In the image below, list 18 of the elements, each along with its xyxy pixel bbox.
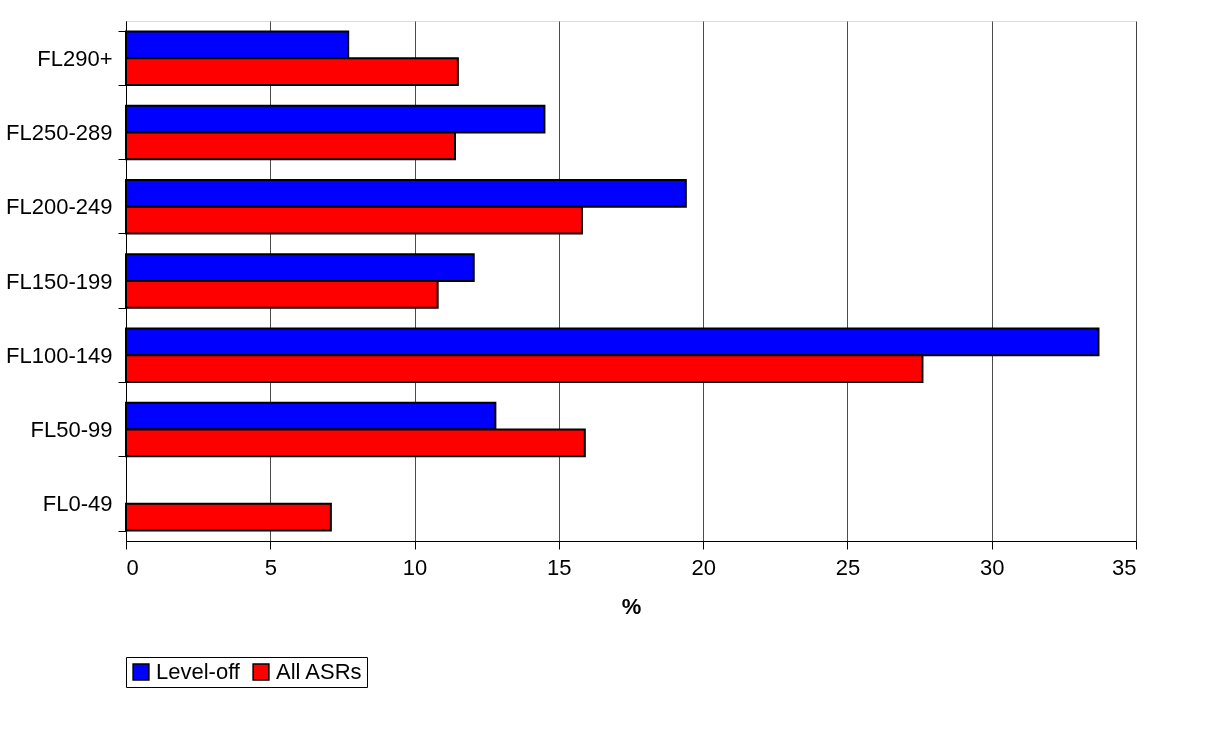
x-tick-label: 25 bbox=[835, 554, 861, 580]
y-tick-label: FL100-149 bbox=[6, 342, 113, 368]
x-tick-label: 35 bbox=[1112, 554, 1137, 580]
x-axis-title: % bbox=[621, 593, 642, 619]
y-tick-label: FL250-289 bbox=[6, 119, 113, 145]
y-tick-label: FL150-199 bbox=[6, 268, 113, 294]
legend-label: All ASRs bbox=[276, 659, 362, 684]
y-tick-label: FL0-49 bbox=[42, 491, 113, 517]
x-tick-label: 30 bbox=[979, 554, 1005, 580]
x-tick-label: 20 bbox=[691, 554, 716, 580]
legend-label: Level-off bbox=[156, 659, 241, 684]
y-tick-label: FL200-249 bbox=[6, 194, 113, 220]
y-tick-label: FL290+ bbox=[37, 45, 113, 71]
y-tick-label: FL50-99 bbox=[30, 417, 113, 443]
x-tick-label: 0 bbox=[126, 554, 139, 580]
x-tick-label: 10 bbox=[402, 554, 428, 580]
x-tick-label: 5 bbox=[264, 554, 277, 580]
x-tick-label: 15 bbox=[547, 554, 572, 580]
